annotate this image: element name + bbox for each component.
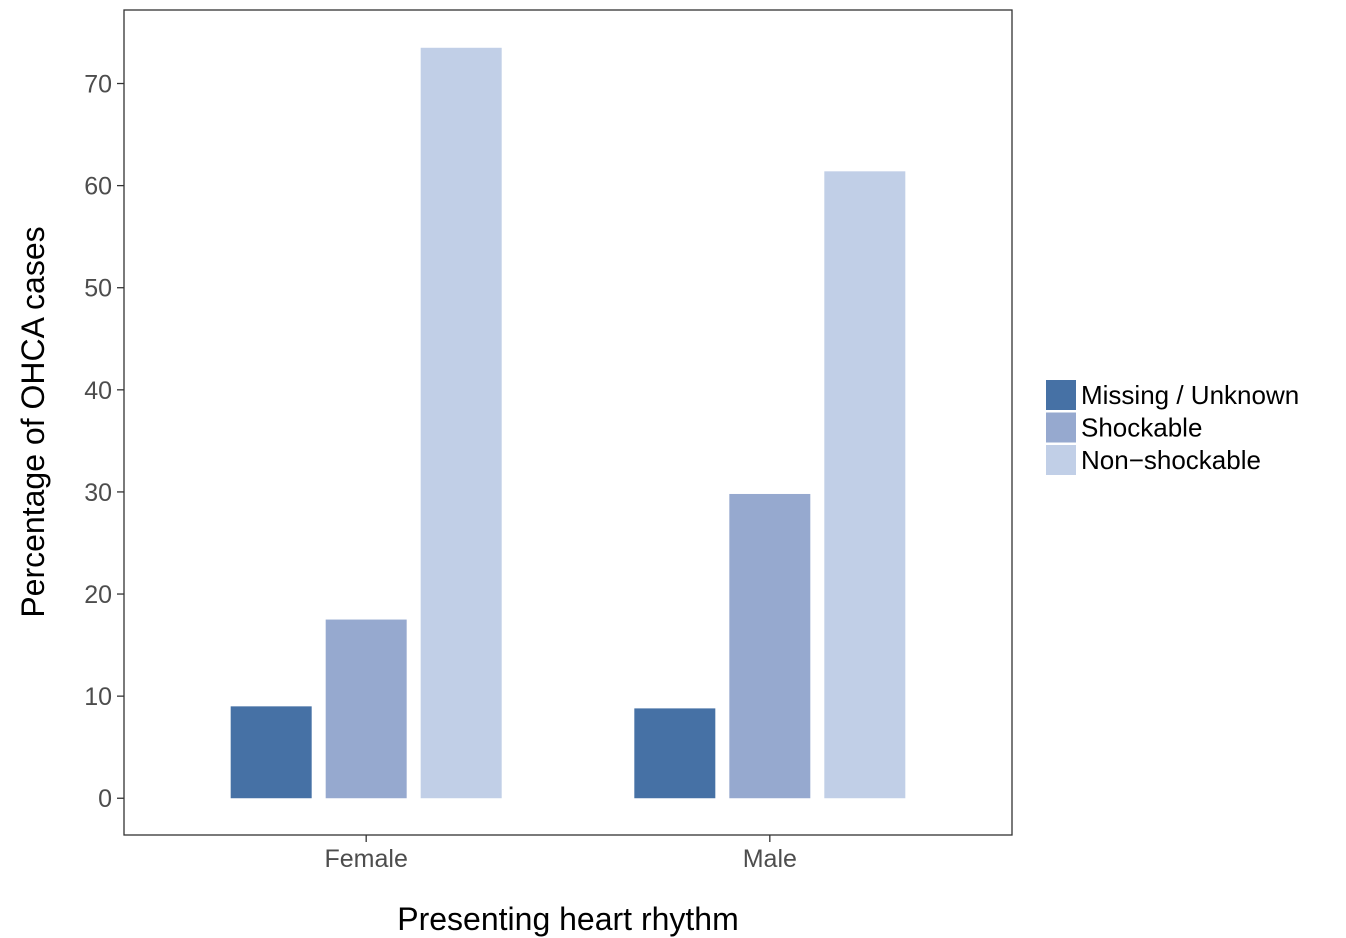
legend-label: Missing / Unknown — [1081, 380, 1299, 410]
x-tick-label: Female — [324, 845, 407, 873]
y-tick-label: 0 — [98, 785, 112, 813]
legend-label: Shockable — [1081, 413, 1202, 443]
y-tick-label: 20 — [84, 581, 112, 609]
x-axis: Female Male — [324, 835, 797, 873]
y-tick-label: 60 — [84, 173, 112, 201]
bar-female-1 — [325, 619, 407, 799]
x-tick-label: Male — [743, 845, 797, 873]
y-tick-label: 50 — [84, 275, 112, 303]
bar-female-0 — [230, 706, 312, 799]
x-axis-title: Presenting heart rhythm — [397, 901, 739, 937]
y-axis: 0 10 20 30 40 50 60 70 — [84, 71, 124, 813]
legend-label: Non−shockable — [1081, 445, 1261, 475]
legend-key — [1046, 445, 1076, 475]
y-tick-label: 40 — [84, 377, 112, 405]
bars-layer — [230, 47, 906, 799]
bar-male-2 — [824, 171, 906, 799]
y-tick-label: 10 — [84, 683, 112, 711]
y-axis-title: Percentage of OHCA cases — [15, 226, 51, 617]
bar-female-2 — [420, 47, 502, 799]
bar-male-0 — [634, 708, 716, 799]
legend-key — [1046, 380, 1076, 410]
bar-male-1 — [729, 493, 811, 799]
legend-key — [1046, 412, 1076, 443]
y-tick-label: 30 — [84, 479, 112, 507]
y-tick-label: 70 — [84, 71, 112, 99]
